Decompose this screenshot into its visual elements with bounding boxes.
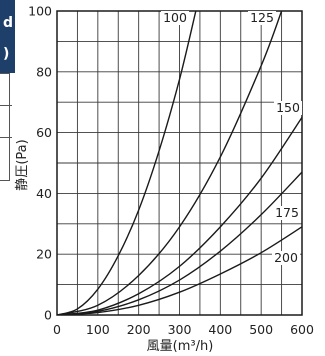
series-label-125: 125 (250, 10, 274, 25)
cut-divider-2 (0, 137, 12, 138)
y-axis-label: 静圧(Pa) (15, 139, 30, 190)
series-label-bg (272, 251, 300, 265)
y-tick-label: 0 (44, 308, 52, 323)
series-curve-200 (57, 226, 302, 315)
series-curve-125 (57, 11, 283, 315)
series-curve-150 (57, 117, 302, 315)
series-label-150: 150 (276, 100, 300, 115)
cut-divider-1 (0, 105, 12, 106)
x-tick-label: 0 (53, 322, 61, 337)
series-label-bg (274, 101, 302, 115)
series-curve-100 (57, 11, 197, 315)
series-label-175: 175 (275, 205, 299, 220)
y-tick-label: 80 (36, 64, 52, 79)
x-tick-label: 500 (249, 322, 273, 337)
cut-header-text-1: d (3, 15, 14, 31)
x-tick-label: 100 (86, 322, 110, 337)
series-label-100: 100 (163, 10, 187, 25)
curves-layer (57, 11, 302, 315)
x-tick-label: 300 (168, 322, 192, 337)
y-tick-label: 20 (36, 247, 52, 262)
x-axis-label: 風量(m³/h) (147, 339, 214, 354)
x-tick-label: 400 (208, 322, 232, 337)
x-tick-label: 200 (127, 322, 151, 337)
series-labels: 100 125 150 175 200 (161, 10, 302, 265)
cut-table-fragment (0, 73, 10, 181)
y-tick-label: 100 (28, 4, 52, 19)
series-curve-175 (57, 171, 302, 315)
y-tick-label: 60 (36, 125, 52, 140)
x-tick-label: 600 (290, 322, 314, 337)
x-tick-labels: 0 100 200 300 400 500 600 (53, 322, 314, 337)
series-label-200: 200 (274, 250, 298, 265)
y-tick-label: 40 (36, 186, 52, 201)
y-tick-labels: 0 20 40 60 80 100 (28, 4, 52, 323)
series-label-bg (161, 11, 189, 25)
series-label-bg (248, 11, 276, 25)
cut-header-text-2: ) (3, 46, 10, 62)
cut-header-panel: d ) (0, 0, 15, 73)
series-label-bg (273, 206, 301, 220)
